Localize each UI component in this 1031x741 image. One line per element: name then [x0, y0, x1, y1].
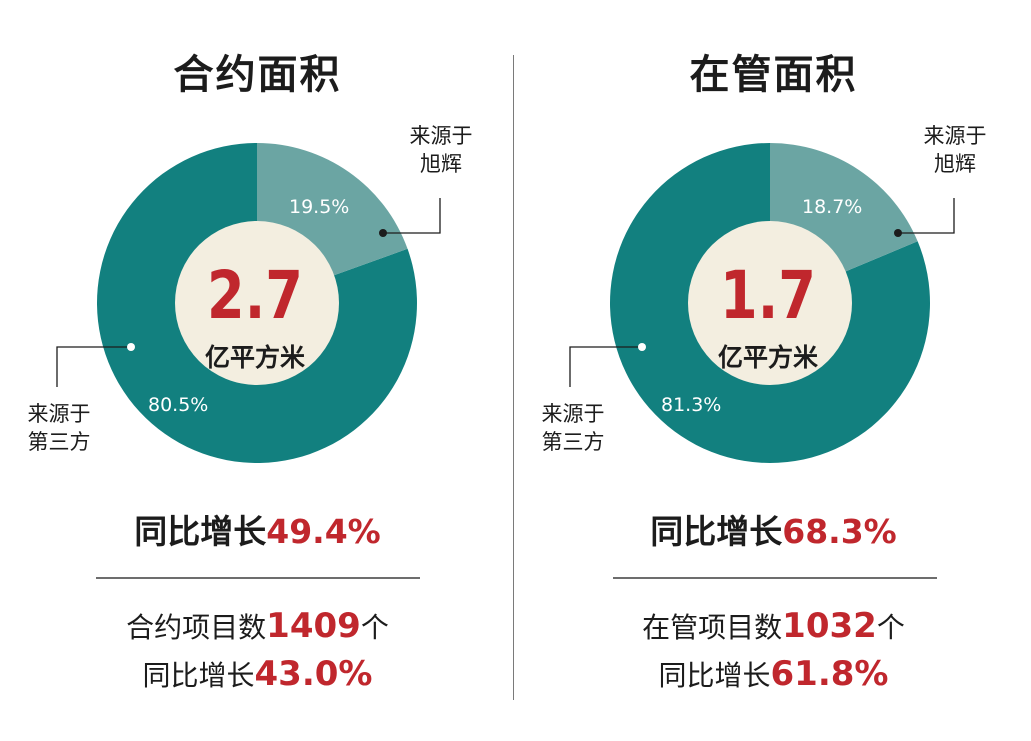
growth-label: 同比增长	[134, 512, 267, 551]
major-pct-label: 81.3%	[661, 394, 722, 416]
center-unit: 亿平方米	[717, 343, 818, 372]
donut-center	[175, 221, 339, 385]
minor-pct-label: 19.5%	[289, 196, 350, 218]
projects-label: 在管项目数	[642, 611, 783, 644]
projects-value: 1409	[266, 606, 361, 646]
leader-dot-minor	[894, 229, 902, 237]
projects-growth: 同比增长43.0%	[0, 654, 515, 694]
panel-title: 在管面积	[689, 52, 858, 98]
center-divider	[513, 55, 514, 700]
major-source-label: 来源于 第三方	[528, 400, 618, 456]
minor-source-label: 来源于 旭辉	[396, 122, 486, 178]
minor-source-line: 来源于	[923, 124, 987, 148]
growth-value: 68.3%	[782, 512, 897, 551]
panel-managed-area: 在管面积 18.7% 81.3% 1.7 亿平方米 来源于 旭辉 来源于 第三方…	[516, 0, 1031, 741]
leader-line-minor	[898, 198, 955, 234]
minor-source-line: 旭辉	[934, 152, 976, 176]
area-growth: 同比增长68.3%	[516, 505, 1031, 553]
projects-label: 合约项目数	[126, 611, 267, 644]
projects-growth-value: 61.8%	[770, 654, 889, 694]
projects-growth-label: 同比增长	[142, 659, 255, 692]
donut-center	[688, 221, 852, 385]
panel-contracted-area: 合约面积 19.5% 80.5% 2.7 亿平方米 来源于 旭辉 来源于 第三方…	[0, 0, 515, 741]
center-unit: 亿平方米	[204, 343, 305, 372]
separator-line	[96, 577, 420, 579]
leader-line-minor	[383, 198, 441, 234]
separator-line	[613, 577, 937, 579]
projects-count: 在管项目数1032个	[516, 606, 1031, 646]
growth-label: 同比增长	[650, 512, 783, 551]
projects-value: 1032	[782, 606, 877, 646]
leader-dot-major	[638, 343, 646, 351]
center-value: 1.7	[720, 257, 816, 334]
major-source-line: 第三方	[541, 430, 605, 454]
minor-source-line: 旭辉	[420, 152, 462, 176]
projects-growth-label: 同比增长	[658, 659, 771, 692]
major-pct-label: 80.5%	[148, 394, 209, 416]
major-source-line: 来源于	[541, 402, 605, 426]
minor-source-line: 来源于	[409, 124, 473, 148]
leader-line-major	[569, 346, 642, 387]
area-growth: 同比增长49.4%	[0, 505, 515, 553]
projects-growth-value: 43.0%	[254, 654, 373, 694]
projects-unit: 个	[360, 611, 389, 644]
panel-title: 合约面积	[173, 52, 342, 98]
center-value: 2.7	[207, 257, 303, 334]
minor-source-label: 来源于 旭辉	[910, 122, 1000, 178]
major-source-line: 来源于	[27, 402, 91, 426]
major-source-label: 来源于 第三方	[14, 400, 104, 456]
minor-pct-label: 18.7%	[802, 196, 863, 218]
projects-growth: 同比增长61.8%	[516, 654, 1031, 694]
leader-dot-minor	[379, 229, 387, 237]
donut-chart	[56, 143, 441, 463]
major-source-line: 第三方	[27, 430, 91, 454]
growth-value: 49.4%	[266, 512, 381, 551]
projects-unit: 个	[876, 611, 905, 644]
leader-line-major	[56, 346, 131, 387]
donut-chart	[569, 143, 955, 463]
leader-dot-major	[127, 343, 135, 351]
projects-count: 合约项目数1409个	[0, 606, 515, 646]
